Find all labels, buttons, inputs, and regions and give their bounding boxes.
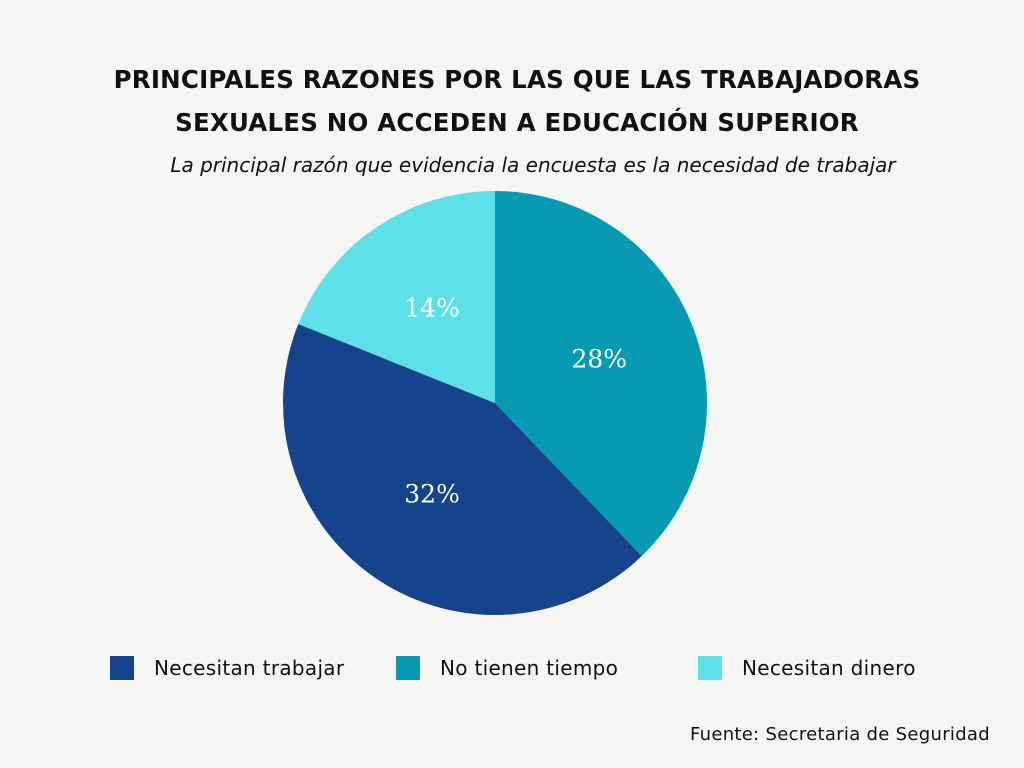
legend-item-no-tienen-tiempo: No tienen tiempo	[396, 655, 618, 681]
legend-label-necesitan-dinero: Necesitan dinero	[742, 656, 916, 680]
pie-label-no-tienen-tiempo: 28%	[571, 345, 627, 374]
legend-item-necesitan-trabajar: Necesitan trabajar	[110, 655, 344, 681]
pie-label-necesitan-trabajar: 32%	[404, 480, 460, 509]
pie-slice-necesitan-trabajar	[283, 323, 642, 615]
pie-slice-labels: 28% 32% 14%	[404, 293, 627, 508]
legend-swatch-no-tienen-tiempo	[396, 656, 420, 680]
chart-title-line-1: PRINCIPALES RAZONES POR LAS QUE LAS TRAB…	[113, 65, 921, 94]
legend: Necesitan trabajar No tienen tiempo Nece…	[0, 655, 1024, 681]
pie-label-necesitan-dinero: 14%	[404, 293, 460, 322]
legend-label-no-tienen-tiempo: No tienen tiempo	[440, 656, 619, 680]
pie-slice-necesitan-dinero	[298, 191, 495, 403]
chart-subtitle: La principal razón que evidencia la encu…	[170, 153, 896, 177]
pie-slices	[283, 191, 707, 615]
source-note: Fuente: Secretaria de Seguridad	[689, 724, 990, 745]
legend-label-necesitan-trabajar: Necesitan trabajar	[154, 656, 345, 680]
chart-title: PRINCIPALES RAZONES POR LAS QUE LAS TRAB…	[0, 58, 1024, 144]
legend-swatch-necesitan-trabajar	[110, 656, 134, 680]
chart-title-line-2: SEXUALES NO ACCEDEN A EDUCACIÓN SUPERIOR	[175, 108, 859, 137]
pie-slice-no-tienen-tiempo	[495, 191, 707, 557]
legend-swatch-necesitan-dinero	[698, 656, 722, 680]
legend-item-necesitan-dinero: Necesitan dinero	[698, 655, 916, 681]
